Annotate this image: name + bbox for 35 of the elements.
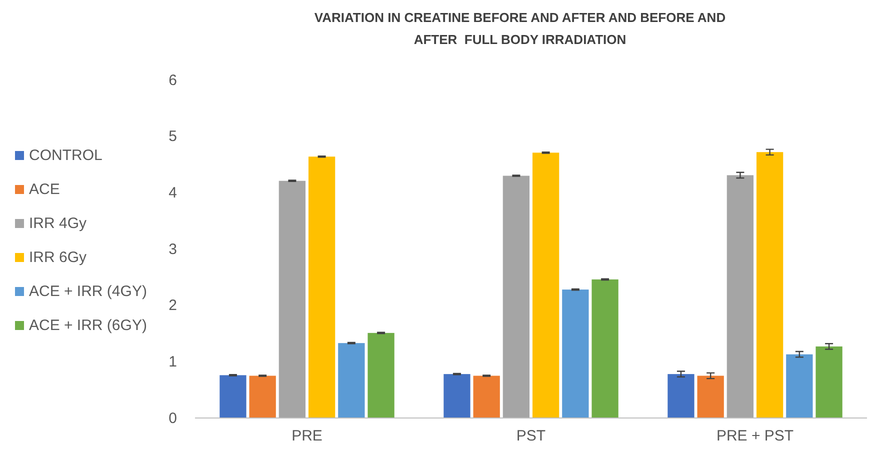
bar [473,376,500,418]
x-tick-label: PST [516,428,546,445]
bar [308,156,336,418]
legend-label: IRR 6Gy [29,249,88,266]
legend-label: IRR 4Gy [29,215,88,232]
bar [786,354,813,418]
bar [338,343,365,418]
bar [368,332,394,418]
x-tick-label: PRE + PST [716,428,794,445]
bar [562,290,589,418]
chart-title: VARIATION IN CREATINE BEFORE AND AFTER AND BEFORE AND AFTER FULL BODY IRRADIATION [314,10,726,47]
y-tick-label: 1 [168,353,177,370]
y-tick-label: 2 [168,297,177,314]
legend-label: ACE + IRR (6GY) [29,317,147,334]
bar [726,175,754,418]
bar [502,176,530,418]
y-tick-label: 0 [168,410,177,427]
bar [444,374,470,418]
y-tick-label: 3 [168,240,177,258]
bar [668,374,694,418]
bar [278,180,306,418]
legend-label: ACE + IRR (4GY) [29,283,147,300]
bar [592,279,618,418]
bar [816,346,842,418]
bar [532,152,560,418]
bar [220,375,246,418]
y-tick-label: 4 [168,184,177,202]
bar [756,152,784,418]
y-tick-label: 6 [168,72,177,89]
x-tick-label: PRE [292,428,322,445]
legend-label: ACE [29,181,60,198]
bar [249,376,276,418]
y-tick-label: 5 [168,128,177,146]
legend-label: CONTROL [29,147,102,164]
bar [697,376,724,418]
